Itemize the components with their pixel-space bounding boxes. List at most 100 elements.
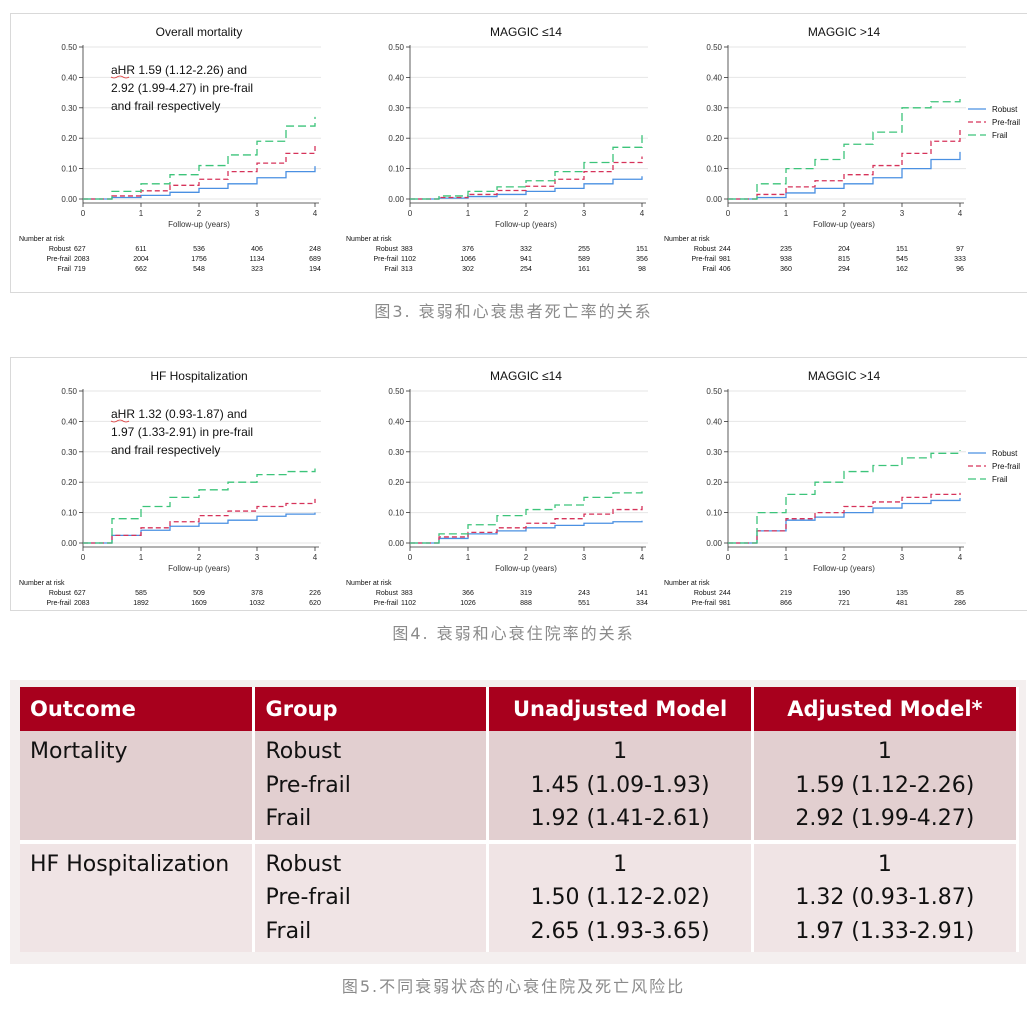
series-line-pre-frail — [410, 505, 643, 544]
risk-count: 536 — [193, 246, 205, 253]
table-row-mortality: Mortality Robust Pre-frail Frail 1 1.45 … — [20, 731, 1020, 842]
x-tick-label: 2 — [524, 209, 529, 218]
x-tick-label: 1 — [466, 209, 471, 218]
x-tick-label: 0 — [726, 209, 731, 218]
legend-label: Pre-frail — [992, 462, 1020, 471]
table-header-row: Outcome Group Unadjusted Model Adjusted … — [20, 687, 1020, 731]
risk-group-label: Frail — [57, 266, 71, 273]
risk-count: 1609 — [191, 600, 207, 607]
x-tick-label: 4 — [313, 209, 318, 218]
risk-count: 243 — [578, 590, 590, 597]
risk-group-label: Pre-frail — [691, 256, 716, 263]
risk-count: 313 — [401, 266, 413, 273]
x-tick-label: 1 — [466, 553, 471, 562]
annotation-line: 2.92 (1.99-4.27) in pre-frail — [111, 81, 253, 95]
risk-count: 611 — [135, 246, 146, 253]
x-tick-label: 4 — [313, 553, 318, 562]
series-line-robust — [410, 520, 643, 544]
risk-count: 888 — [520, 600, 532, 607]
risk-count: 204 — [838, 246, 850, 253]
risk-count: 244 — [719, 590, 731, 597]
y-tick-label: 0.20 — [388, 478, 404, 487]
chart-title: HF Hospitalization — [150, 369, 247, 383]
annotation-line: aHR 1.59 (1.12-2.26) and — [111, 63, 247, 77]
risk-count: 981 — [719, 600, 731, 607]
risk-table-header: Number at risk — [346, 236, 392, 243]
risk-count: 1026 — [460, 600, 476, 607]
risk-count: 97 — [956, 246, 964, 253]
risk-count: 244 — [719, 246, 731, 253]
risk-count: 98 — [638, 266, 646, 273]
y-tick-label: 0.20 — [388, 134, 404, 143]
group-cell: Robust Pre-frail Frail — [253, 731, 490, 842]
figure-3-panel: Overall mortality 0.00 0.10 0.20 0.30 0.40 0.5… — [10, 13, 1027, 293]
risk-count: 255 — [578, 246, 590, 253]
header-unadjusted: Unadjusted Model — [487, 687, 754, 731]
x-tick-label: 3 — [900, 209, 905, 218]
y-tick-label: 0.00 — [61, 195, 77, 204]
risk-count: 1756 — [191, 256, 207, 263]
chart-panel-1: Overall mortality 0.00 0.10 0.20 0.30 0.40 0.5… — [19, 25, 321, 273]
risk-count: 248 — [309, 246, 321, 253]
risk-count: 135 — [896, 590, 908, 597]
risk-count: 627 — [74, 590, 86, 597]
series-line-robust — [728, 498, 961, 544]
risk-count: 226 — [309, 590, 321, 597]
chart-title: MAGGIC >14 — [808, 25, 881, 39]
outcome-cell: HF Hospitalization — [20, 839, 256, 952]
x-tick-label: 1 — [139, 209, 144, 218]
y-tick-label: 0.10 — [706, 509, 722, 518]
figure-5-caption: 图5.不同衰弱状态的心衰住院及死亡风险比 — [341, 977, 686, 996]
series-line-frail — [83, 116, 316, 200]
series-line-pre-frail — [728, 492, 961, 544]
y-tick-label: 0.00 — [388, 539, 404, 548]
series-line-frail — [83, 468, 316, 544]
risk-count: 1102 — [401, 600, 416, 607]
x-tick-label: 3 — [582, 209, 587, 218]
series-line-pre-frail — [410, 156, 643, 200]
y-tick-label: 0.20 — [61, 134, 77, 143]
figure-4-charts: HF Hospitalization 0.00 0.10 0.20 0.30 0.40 0.… — [19, 369, 1020, 617]
risk-table-header: Number at risk — [664, 580, 710, 587]
x-tick-label: 0 — [726, 553, 731, 562]
x-tick-label: 3 — [582, 553, 587, 562]
x-tick-label: 2 — [197, 553, 202, 562]
header-group: Group — [253, 687, 490, 731]
risk-count: 938 — [780, 256, 792, 263]
x-axis-label: Follow-up (years) — [168, 564, 230, 573]
risk-count: 2083 — [74, 256, 90, 263]
y-tick-label: 0.30 — [706, 104, 722, 113]
risk-count: 294 — [838, 266, 850, 273]
risk-count: 85 — [956, 590, 964, 597]
x-tick-label: 3 — [255, 553, 260, 562]
risk-count: 141 — [636, 590, 648, 597]
legend-label: Robust — [992, 449, 1018, 458]
y-tick-label: 0.50 — [61, 387, 77, 396]
risk-count: 333 — [954, 256, 966, 263]
risk-count: 366 — [462, 590, 474, 597]
outcome-cell: Mortality — [20, 731, 256, 842]
risk-group-label: Robust — [49, 246, 71, 253]
y-tick-label: 0.40 — [706, 417, 722, 426]
x-tick-label: 4 — [640, 209, 645, 218]
hazard-ratio-table-panel: Outcome Group Unadjusted Model Adjusted … — [10, 680, 1026, 964]
risk-group-label: Frail — [702, 266, 716, 273]
chart-title: MAGGIC ≤14 — [490, 25, 562, 39]
series-line-robust — [83, 512, 316, 544]
y-tick-label: 0.50 — [388, 387, 404, 396]
x-tick-label: 3 — [900, 553, 905, 562]
y-tick-label: 0.20 — [706, 478, 722, 487]
risk-count: 286 — [954, 600, 966, 607]
risk-count: 334 — [636, 600, 648, 607]
series-line-pre-frail — [83, 498, 316, 544]
y-tick-label: 0.50 — [706, 387, 722, 396]
risk-count: 2083 — [74, 600, 90, 607]
risk-group-label: Robust — [49, 590, 71, 597]
y-tick-label: 0.30 — [388, 104, 404, 113]
legend-label: Frail — [992, 131, 1008, 140]
risk-count: 1102 — [401, 256, 416, 263]
y-tick-label: 0.10 — [388, 165, 404, 174]
x-tick-label: 4 — [958, 209, 963, 218]
annotation-line: 1.97 (1.33-2.91) in pre-frail — [111, 425, 253, 439]
y-tick-label: 0.50 — [61, 43, 77, 52]
